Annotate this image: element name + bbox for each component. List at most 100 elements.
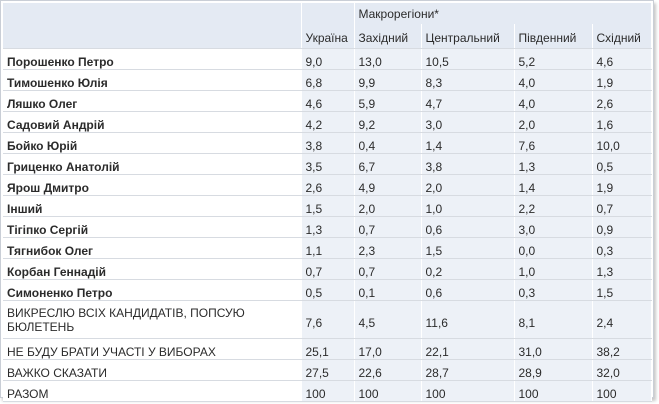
row-label: Ляшко Олег	[3, 90, 302, 112]
header-blank-cell	[301, 3, 355, 24]
value-cell: 3,5	[301, 153, 355, 175]
table-row: НЕ БУДУ БРАТИ УЧАСТІ У ВИБОРАХ 25,1 17,0 22…	[3, 338, 652, 360]
table-row: Бойко Юрій 3,8 0,4 1,4 7,6 10,0	[3, 132, 652, 154]
table-row: ВАЖКО СКАЗАТИ 27,5 22,6 28,7 28,9 32,0	[3, 359, 652, 381]
value-cell: 11,6	[421, 300, 515, 339]
poll-table: Макрорегіони* Україна Західний Центральн…	[3, 3, 652, 402]
value-cell: 2,6	[301, 174, 355, 196]
header-blank-cell	[3, 3, 302, 24]
value-cell: 0,0	[514, 237, 593, 259]
row-label: Тягнибок Олег	[3, 237, 302, 259]
value-cell: 9,0	[301, 48, 355, 70]
row-label: Бойко Юрій	[3, 132, 302, 154]
value-cell: 0,3	[592, 237, 652, 259]
value-cell: 0,2	[421, 258, 515, 280]
row-label: ВАЖКО СКАЗАТИ	[3, 359, 302, 381]
column-header-south: Південний	[514, 24, 593, 49]
value-cell: 1,3	[301, 216, 355, 238]
value-cell: 1,9	[592, 69, 652, 91]
table-row: Ляшко Олег 4,6 5,9 4,7 4,0 2,6	[3, 90, 652, 112]
table-row: Інший 1,5 2,0 1,0 2,2 0,7	[3, 195, 652, 217]
header-blank-cell	[3, 24, 302, 49]
value-cell: 0,7	[592, 195, 652, 217]
value-cell: 10,0	[592, 132, 652, 154]
value-cell: 0,5	[301, 279, 355, 301]
value-cell: 32,0	[592, 359, 652, 381]
table-row: Тігіпко Сергій 1,3 0,7 0,6 3,0 0,9	[3, 216, 652, 238]
value-cell: 1,3	[592, 258, 652, 280]
value-cell: 5,2	[514, 48, 593, 70]
value-cell: 1,0	[421, 195, 515, 217]
row-label: Ярош Дмитро	[3, 174, 302, 196]
table-row: Тимошенко Юлія 6,8 9,9 8,3 4,0 1,9	[3, 69, 652, 91]
value-cell: 10,5	[421, 48, 515, 70]
row-label: Симоненко Петро	[3, 279, 302, 301]
table-row: ВИКРЕСЛЮ ВСІХ КАНДИДАТІВ, ПОПСУЮ БЮЛЕТЕН…	[3, 300, 652, 339]
value-cell: 2,4	[592, 300, 652, 339]
value-cell: 1,5	[592, 279, 652, 301]
value-cell: 22,6	[354, 359, 422, 381]
value-cell: 4,0	[514, 90, 593, 112]
value-cell: 4,6	[301, 90, 355, 112]
row-label: Садовий Андрій	[3, 111, 302, 133]
value-cell: 3,8	[421, 153, 515, 175]
value-cell: 22,1	[421, 338, 515, 360]
value-cell: 1,6	[592, 111, 652, 133]
macroregions-header: Макрорегіони*	[354, 3, 652, 24]
value-cell: 28,9	[514, 359, 593, 381]
value-cell: 0,7	[354, 216, 422, 238]
table-row: Ярош Дмитро 2,6 4,9 2,0 1,4 1,9	[3, 174, 652, 196]
value-cell: 0,6	[421, 216, 515, 238]
column-header-west: Західний	[354, 24, 422, 49]
table-row: Симоненко Петро 0,5 0,1 0,6 0,3 1,5	[3, 279, 652, 301]
row-label: Порошенко Петро	[3, 48, 302, 70]
column-header-east: Східний	[592, 24, 652, 49]
row-label: Тігіпко Сергій	[3, 216, 302, 238]
value-cell: 2,0	[514, 111, 593, 133]
value-cell: 17,0	[354, 338, 422, 360]
value-cell: 2,0	[354, 195, 422, 217]
value-cell: 1,3	[514, 153, 593, 175]
row-label: Корбан Геннадій	[3, 258, 302, 280]
value-cell: 28,7	[421, 359, 515, 381]
value-cell: 6,7	[354, 153, 422, 175]
value-cell: 100	[421, 380, 515, 402]
header-row-columns: Україна Західний Центральний Південний С…	[3, 24, 652, 49]
value-cell: 2,3	[354, 237, 422, 259]
value-cell: 4,5	[354, 300, 422, 339]
row-label: НЕ БУДУ БРАТИ УЧАСТІ У ВИБОРАХ	[3, 338, 302, 360]
row-label: Тимошенко Юлія	[3, 69, 302, 91]
value-cell: 1,4	[514, 174, 593, 196]
value-cell: 2,2	[514, 195, 593, 217]
value-cell: 4,6	[592, 48, 652, 70]
row-label: Гриценко Анатолій	[3, 153, 302, 175]
value-cell: 13,0	[354, 48, 422, 70]
value-cell: 100	[592, 380, 652, 402]
value-cell: 4,0	[514, 69, 593, 91]
value-cell: 3,0	[421, 111, 515, 133]
value-cell: 4,2	[301, 111, 355, 133]
value-cell: 1,5	[421, 237, 515, 259]
value-cell: 0,1	[354, 279, 422, 301]
row-label: Інший	[3, 195, 302, 217]
value-cell: 0,7	[354, 258, 422, 280]
value-cell: 0,6	[421, 279, 515, 301]
value-cell: 7,6	[301, 300, 355, 339]
value-cell: 3,0	[514, 216, 593, 238]
table-row: Гриценко Анатолій 3,5 6,7 3,8 1,3 0,5	[3, 153, 652, 175]
value-cell: 1,1	[301, 237, 355, 259]
value-cell: 31,0	[514, 338, 593, 360]
value-cell: 4,9	[354, 174, 422, 196]
value-cell: 25,1	[301, 338, 355, 360]
value-cell: 2,6	[592, 90, 652, 112]
column-header-ukraine: Україна	[301, 24, 355, 49]
value-cell: 1,4	[421, 132, 515, 154]
value-cell: 2,0	[421, 174, 515, 196]
value-cell: 0,5	[592, 153, 652, 175]
table-row: Порошенко Петро 9,0 13,0 10,5 5,2 4,6	[3, 48, 652, 70]
value-cell: 8,3	[421, 69, 515, 91]
value-cell: 4,7	[421, 90, 515, 112]
table-row: Корбан Геннадій 0,7 0,7 0,2 1,0 1,3	[3, 258, 652, 280]
value-cell: 27,5	[301, 359, 355, 381]
